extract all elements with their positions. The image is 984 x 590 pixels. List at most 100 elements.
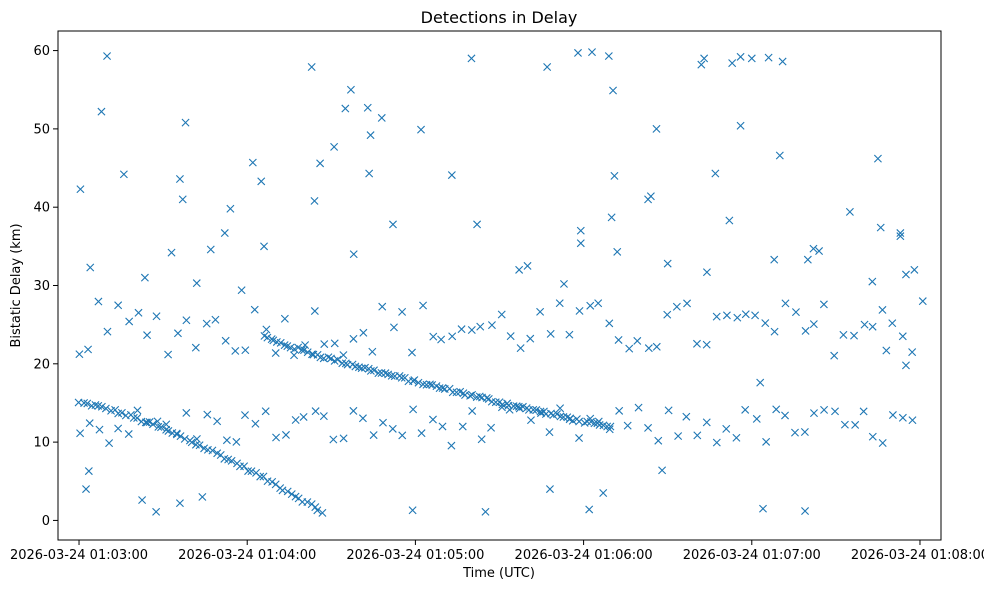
data-point — [732, 433, 741, 442]
data-point — [851, 420, 860, 429]
data-point — [566, 414, 575, 423]
data-point — [487, 423, 496, 432]
data-point — [830, 351, 839, 360]
data-point — [546, 329, 555, 338]
data-point — [143, 418, 151, 427]
data-point — [770, 327, 779, 336]
data-point — [241, 346, 250, 355]
data-point — [741, 405, 750, 414]
data-point — [397, 373, 406, 382]
data-point — [644, 344, 653, 353]
data-point — [329, 435, 338, 444]
data-point — [119, 170, 128, 179]
data-point — [251, 419, 260, 428]
data-point — [555, 299, 564, 308]
data-point — [575, 306, 584, 315]
data-point — [575, 434, 584, 443]
data-point — [409, 405, 418, 414]
data-point — [330, 142, 339, 151]
data-point — [83, 399, 92, 408]
data-point — [447, 171, 456, 180]
data-point — [553, 410, 562, 419]
x-tick-label: 2026-03-24 01:06:00 — [515, 548, 653, 563]
data-point — [772, 405, 781, 414]
data-point — [702, 268, 711, 277]
data-point — [138, 496, 147, 505]
data-point — [576, 239, 585, 248]
y-tick-label: 10 — [33, 436, 50, 451]
data-point — [801, 507, 810, 516]
data-point — [358, 414, 367, 423]
data-point — [800, 428, 809, 436]
chart-title: Detections in Delay — [421, 8, 578, 27]
data-point — [610, 171, 619, 180]
data-point — [674, 432, 683, 441]
data-point — [712, 312, 721, 321]
data-point — [712, 438, 721, 447]
data-point — [908, 416, 917, 425]
data-point — [152, 507, 161, 516]
data-point — [498, 400, 507, 409]
data-point — [173, 329, 182, 338]
data-point — [157, 423, 165, 432]
data-point — [311, 407, 320, 416]
data-point — [303, 348, 312, 357]
data-point — [515, 265, 524, 274]
data-point — [76, 185, 85, 194]
data-point — [419, 380, 428, 389]
data-point — [377, 113, 386, 122]
data-point — [475, 392, 484, 401]
data-point — [585, 505, 594, 514]
data-point — [487, 321, 496, 330]
data-point — [697, 60, 706, 69]
data-point — [652, 342, 661, 351]
data-point — [536, 407, 545, 416]
data-point — [505, 405, 514, 414]
data-point — [831, 407, 840, 416]
data-point — [178, 195, 187, 204]
data-point — [222, 436, 231, 445]
data-point — [801, 326, 810, 335]
data-point — [532, 406, 541, 415]
data-point — [213, 417, 222, 426]
data-point — [468, 406, 477, 415]
data-point — [346, 85, 355, 94]
data-point — [281, 430, 290, 439]
x-tick-label: 2026-03-24 01:08:00 — [851, 548, 984, 563]
data-point — [313, 506, 322, 515]
x-tick-label: 2026-03-24 01:07:00 — [683, 548, 821, 563]
data-point — [873, 154, 882, 163]
data-point — [357, 364, 366, 373]
data-point — [545, 485, 554, 494]
data-point — [220, 229, 229, 238]
data-point — [898, 413, 907, 422]
data-point — [398, 431, 407, 440]
x-tick-label: 2026-03-24 01:03:00 — [10, 548, 148, 563]
data-point — [153, 417, 162, 426]
data-point — [389, 323, 398, 332]
data-point — [84, 345, 93, 354]
data-point — [97, 107, 106, 116]
data-point — [117, 408, 126, 417]
data-point — [652, 124, 661, 133]
data-point — [747, 54, 756, 63]
data-point — [260, 242, 269, 251]
data-point — [226, 204, 235, 213]
data-point — [888, 319, 897, 328]
data-point — [319, 412, 328, 421]
data-point — [448, 332, 457, 341]
data-point — [711, 169, 720, 178]
data-point — [133, 406, 142, 415]
data-point — [195, 441, 204, 450]
data-point — [497, 310, 506, 319]
data-point — [271, 349, 280, 358]
data-point — [672, 302, 681, 311]
data-point — [148, 420, 157, 429]
data-point — [888, 411, 897, 420]
data-point — [410, 376, 419, 385]
data-point — [82, 485, 91, 494]
data-point — [764, 53, 773, 62]
data-point — [876, 223, 885, 232]
data-point — [363, 103, 372, 112]
data-point — [473, 220, 482, 229]
